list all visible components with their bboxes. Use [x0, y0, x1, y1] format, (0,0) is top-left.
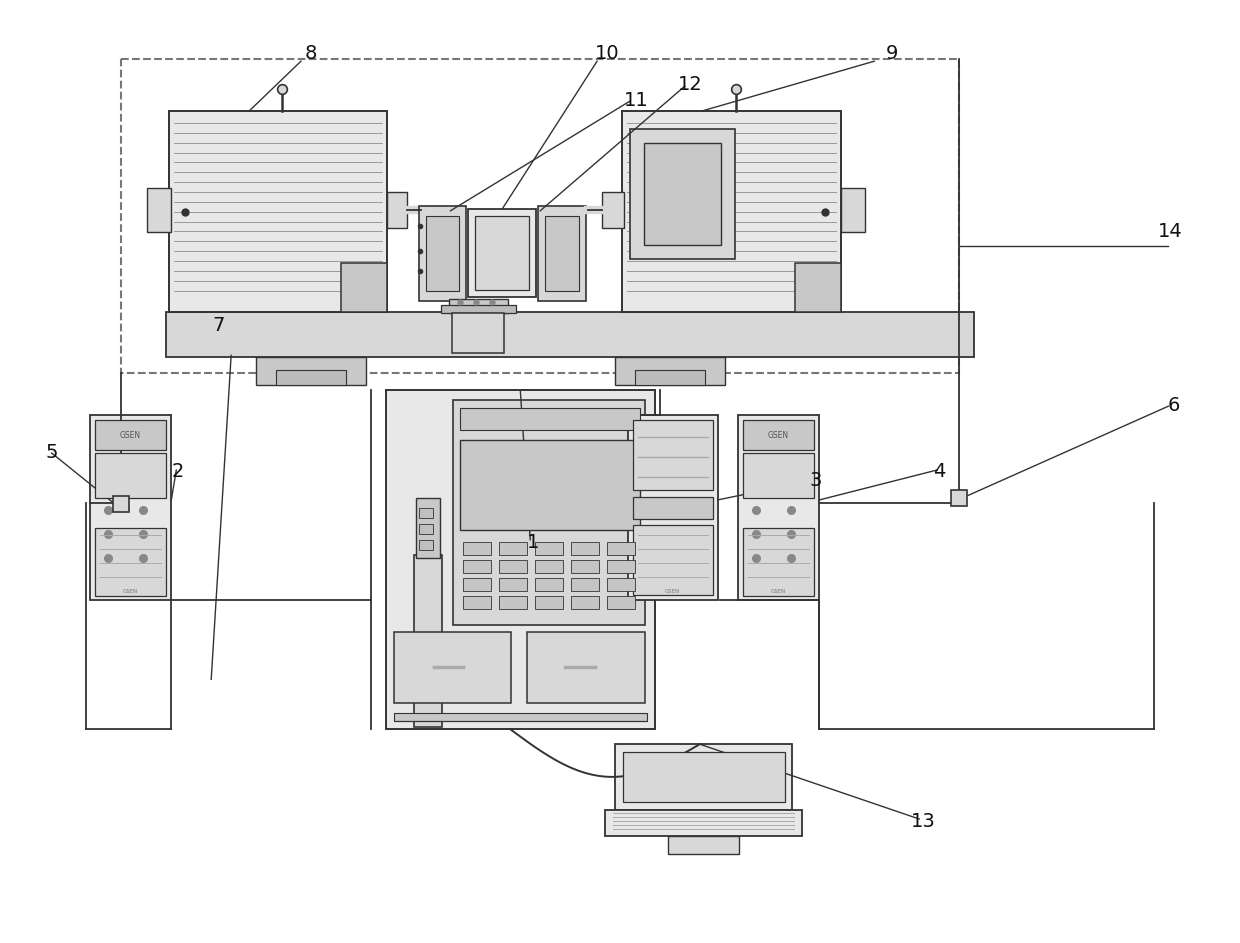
Text: 12: 12 — [678, 74, 703, 93]
Bar — [464, 578, 491, 590]
Bar — [464, 560, 491, 572]
Bar — [454, 400, 645, 624]
Bar — [500, 560, 527, 572]
Bar — [419, 524, 433, 534]
Bar — [114, 496, 129, 512]
Bar — [605, 810, 802, 835]
Bar — [632, 525, 713, 595]
Bar — [615, 744, 792, 810]
Text: 4: 4 — [932, 462, 945, 481]
Bar — [464, 596, 491, 608]
Bar — [387, 191, 407, 228]
Bar — [414, 554, 441, 727]
Text: 9: 9 — [885, 43, 898, 62]
Bar — [94, 453, 166, 498]
Bar — [743, 421, 815, 450]
Text: 7: 7 — [212, 316, 224, 336]
Bar — [668, 835, 739, 853]
Bar — [622, 753, 785, 802]
Text: 6: 6 — [1168, 396, 1180, 415]
Bar — [415, 498, 439, 557]
Bar — [743, 528, 815, 596]
Text: GSEN: GSEN — [768, 431, 789, 439]
Bar — [608, 542, 635, 554]
Bar — [425, 216, 460, 290]
Text: 14: 14 — [1158, 223, 1183, 241]
Text: 1: 1 — [527, 533, 539, 552]
Bar — [500, 578, 527, 590]
Bar — [622, 111, 842, 312]
Bar — [608, 560, 635, 572]
Bar — [500, 596, 527, 608]
Bar — [89, 415, 171, 600]
Bar — [453, 313, 505, 354]
Bar — [277, 371, 346, 386]
Bar — [632, 497, 713, 519]
Bar — [536, 560, 563, 572]
Bar — [500, 542, 527, 554]
Bar — [527, 632, 645, 703]
Bar — [419, 206, 466, 301]
Bar — [546, 216, 579, 290]
Bar — [419, 539, 433, 550]
Text: 13: 13 — [910, 812, 935, 831]
Bar — [536, 578, 563, 590]
Bar — [464, 542, 491, 554]
Text: 11: 11 — [624, 91, 649, 109]
Bar — [536, 542, 563, 554]
Bar — [122, 59, 959, 373]
Text: GSEN: GSEN — [665, 589, 681, 594]
Bar — [257, 357, 366, 386]
Bar — [615, 357, 724, 386]
Bar — [572, 560, 599, 572]
Bar — [572, 578, 599, 590]
Bar — [440, 306, 516, 313]
Bar — [94, 528, 166, 596]
Bar — [743, 453, 815, 498]
Bar — [166, 312, 973, 357]
Text: 10: 10 — [595, 43, 620, 62]
Bar — [603, 191, 624, 228]
Bar — [538, 206, 587, 301]
Bar — [460, 440, 640, 530]
Bar — [469, 208, 536, 296]
Bar — [951, 490, 967, 505]
Bar — [608, 596, 635, 608]
Text: GSEN: GSEN — [123, 589, 138, 594]
Text: GSEN: GSEN — [771, 589, 786, 594]
Bar — [341, 262, 387, 312]
Text: 5: 5 — [45, 443, 57, 462]
Bar — [393, 632, 511, 703]
Bar — [419, 508, 433, 518]
Bar — [393, 713, 647, 721]
Bar — [635, 371, 704, 386]
Bar — [536, 596, 563, 608]
Bar — [630, 129, 734, 258]
Text: 2: 2 — [171, 462, 184, 481]
Bar — [148, 188, 171, 232]
Text: 8: 8 — [305, 43, 317, 62]
Bar — [475, 216, 529, 290]
Bar — [572, 542, 599, 554]
Bar — [632, 421, 713, 490]
Text: GSEN: GSEN — [120, 431, 141, 439]
Bar — [449, 299, 508, 313]
Text: 3: 3 — [810, 472, 822, 490]
Bar — [796, 262, 842, 312]
Bar — [94, 421, 166, 450]
Bar — [572, 596, 599, 608]
Bar — [386, 390, 655, 729]
Bar — [644, 143, 720, 244]
Bar — [608, 578, 635, 590]
Bar — [842, 188, 866, 232]
Bar — [170, 111, 387, 312]
Bar — [627, 415, 718, 600]
Bar — [738, 415, 820, 600]
Bar — [460, 408, 640, 430]
